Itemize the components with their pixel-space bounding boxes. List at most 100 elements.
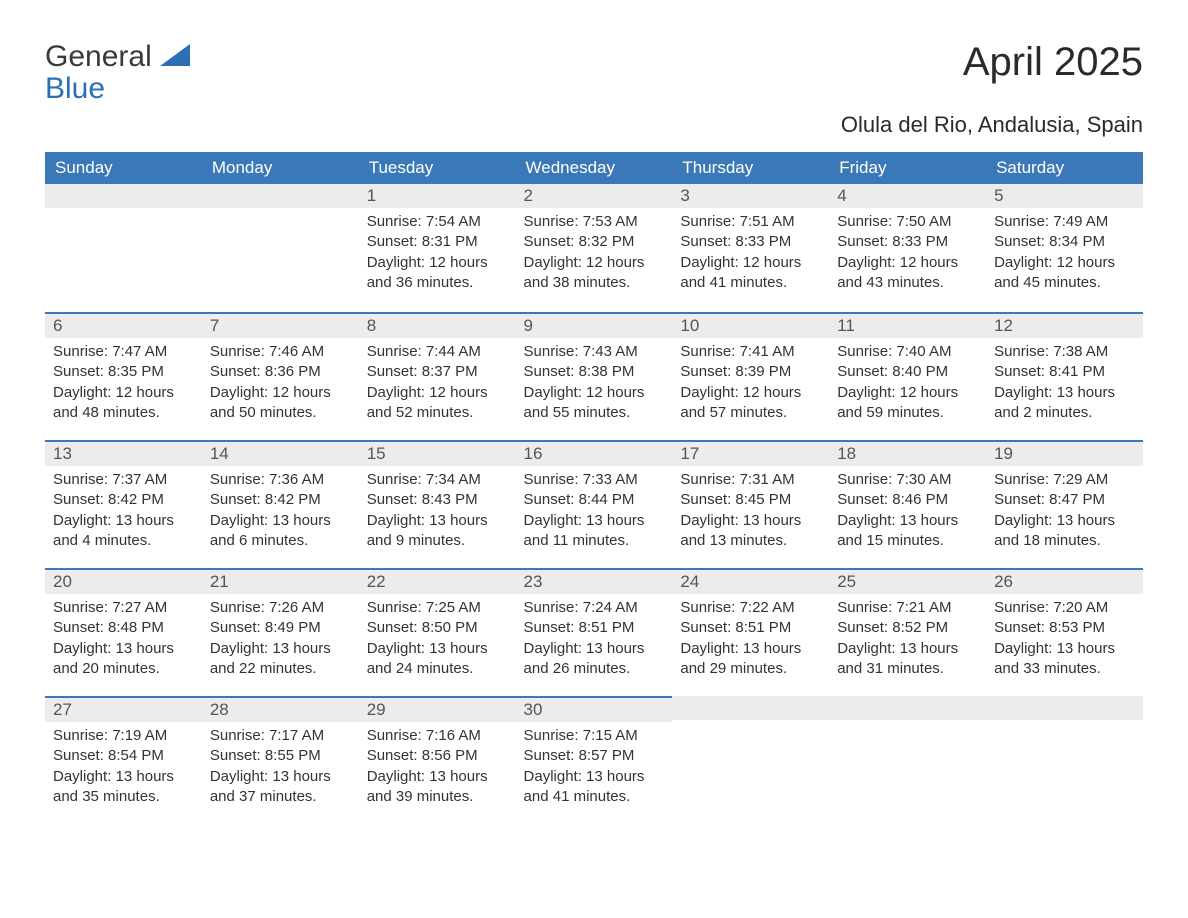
daylight-line: Daylight: 13 hours and 29 minutes.	[680, 639, 821, 680]
day-header: Tuesday	[359, 152, 516, 184]
daylight-line: Daylight: 13 hours and 33 minutes.	[994, 639, 1135, 680]
daylight-line: Daylight: 13 hours and 9 minutes.	[367, 511, 508, 552]
calendar-week: 13Sunrise: 7:37 AMSunset: 8:42 PMDayligh…	[45, 440, 1143, 568]
sunset-line: Sunset: 8:44 PM	[524, 490, 665, 510]
day-details: Sunrise: 7:46 AMSunset: 8:36 PMDaylight:…	[202, 338, 359, 429]
daylight-line: Daylight: 13 hours and 22 minutes.	[210, 639, 351, 680]
daylight-line: Daylight: 12 hours and 36 minutes.	[367, 253, 508, 294]
calendar-week: 6Sunrise: 7:47 AMSunset: 8:35 PMDaylight…	[45, 312, 1143, 440]
day-details: Sunrise: 7:21 AMSunset: 8:52 PMDaylight:…	[829, 594, 986, 685]
day-details: Sunrise: 7:24 AMSunset: 8:51 PMDaylight:…	[516, 594, 673, 685]
sunset-line: Sunset: 8:45 PM	[680, 490, 821, 510]
day-details: Sunrise: 7:51 AMSunset: 8:33 PMDaylight:…	[672, 208, 829, 299]
sunset-line: Sunset: 8:50 PM	[367, 618, 508, 638]
sunset-line: Sunset: 8:36 PM	[210, 362, 351, 382]
sunrise-line: Sunrise: 7:29 AM	[994, 470, 1135, 490]
day-details: Sunrise: 7:31 AMSunset: 8:45 PMDaylight:…	[672, 466, 829, 557]
sunrise-line: Sunrise: 7:54 AM	[367, 212, 508, 232]
sunset-line: Sunset: 8:42 PM	[210, 490, 351, 510]
sunrise-line: Sunrise: 7:16 AM	[367, 726, 508, 746]
daylight-line: Daylight: 13 hours and 39 minutes.	[367, 767, 508, 808]
sunrise-line: Sunrise: 7:19 AM	[53, 726, 194, 746]
sunrise-line: Sunrise: 7:21 AM	[837, 598, 978, 618]
sunrise-line: Sunrise: 7:34 AM	[367, 470, 508, 490]
day-details	[45, 208, 202, 298]
sunset-line: Sunset: 8:47 PM	[994, 490, 1135, 510]
sunset-line: Sunset: 8:46 PM	[837, 490, 978, 510]
sunrise-line: Sunrise: 7:30 AM	[837, 470, 978, 490]
sunset-line: Sunset: 8:55 PM	[210, 746, 351, 766]
sunrise-line: Sunrise: 7:17 AM	[210, 726, 351, 746]
daylight-line: Daylight: 13 hours and 41 minutes.	[524, 767, 665, 808]
logo-text: General Blue	[45, 40, 190, 104]
sunrise-line: Sunrise: 7:40 AM	[837, 342, 978, 362]
day-number: 6	[45, 312, 202, 338]
day-number: 4	[829, 184, 986, 208]
day-header: Wednesday	[516, 152, 673, 184]
day-details	[829, 720, 986, 810]
daylight-line: Daylight: 13 hours and 2 minutes.	[994, 383, 1135, 424]
day-details: Sunrise: 7:15 AMSunset: 8:57 PMDaylight:…	[516, 722, 673, 813]
daylight-line: Daylight: 13 hours and 31 minutes.	[837, 639, 978, 680]
daylight-line: Daylight: 12 hours and 57 minutes.	[680, 383, 821, 424]
day-number: 11	[829, 312, 986, 338]
calendar-cell: 11Sunrise: 7:40 AMSunset: 8:40 PMDayligh…	[829, 312, 986, 440]
calendar-cell: 23Sunrise: 7:24 AMSunset: 8:51 PMDayligh…	[516, 568, 673, 696]
day-details: Sunrise: 7:44 AMSunset: 8:37 PMDaylight:…	[359, 338, 516, 429]
calendar-cell: 13Sunrise: 7:37 AMSunset: 8:42 PMDayligh…	[45, 440, 202, 568]
sunset-line: Sunset: 8:56 PM	[367, 746, 508, 766]
sunrise-line: Sunrise: 7:31 AM	[680, 470, 821, 490]
sunset-line: Sunset: 8:38 PM	[524, 362, 665, 382]
day-details: Sunrise: 7:38 AMSunset: 8:41 PMDaylight:…	[986, 338, 1143, 429]
day-number: 2	[516, 184, 673, 208]
calendar-cell: 15Sunrise: 7:34 AMSunset: 8:43 PMDayligh…	[359, 440, 516, 568]
sunset-line: Sunset: 8:54 PM	[53, 746, 194, 766]
calendar-cell: 5Sunrise: 7:49 AMSunset: 8:34 PMDaylight…	[986, 184, 1143, 312]
day-number: 22	[359, 568, 516, 594]
calendar-cell: 20Sunrise: 7:27 AMSunset: 8:48 PMDayligh…	[45, 568, 202, 696]
day-details: Sunrise: 7:43 AMSunset: 8:38 PMDaylight:…	[516, 338, 673, 429]
sunrise-line: Sunrise: 7:26 AM	[210, 598, 351, 618]
day-details: Sunrise: 7:37 AMSunset: 8:42 PMDaylight:…	[45, 466, 202, 557]
day-number: 16	[516, 440, 673, 466]
daylight-line: Daylight: 13 hours and 35 minutes.	[53, 767, 194, 808]
location-subtitle: Olula del Rio, Andalusia, Spain	[45, 112, 1143, 138]
sunrise-line: Sunrise: 7:50 AM	[837, 212, 978, 232]
sunset-line: Sunset: 8:53 PM	[994, 618, 1135, 638]
calendar-cell: 22Sunrise: 7:25 AMSunset: 8:50 PMDayligh…	[359, 568, 516, 696]
day-number	[672, 696, 829, 720]
sunrise-line: Sunrise: 7:44 AM	[367, 342, 508, 362]
sunset-line: Sunset: 8:57 PM	[524, 746, 665, 766]
calendar-cell: 10Sunrise: 7:41 AMSunset: 8:39 PMDayligh…	[672, 312, 829, 440]
day-number: 5	[986, 184, 1143, 208]
sunrise-line: Sunrise: 7:43 AM	[524, 342, 665, 362]
sunset-line: Sunset: 8:33 PM	[680, 232, 821, 252]
calendar-table: SundayMondayTuesdayWednesdayThursdayFrid…	[45, 152, 1143, 824]
day-number: 18	[829, 440, 986, 466]
calendar-cell: 3Sunrise: 7:51 AMSunset: 8:33 PMDaylight…	[672, 184, 829, 312]
daylight-line: Daylight: 13 hours and 4 minutes.	[53, 511, 194, 552]
daylight-line: Daylight: 12 hours and 52 minutes.	[367, 383, 508, 424]
logo-flag-icon	[160, 44, 190, 66]
calendar-cell: 12Sunrise: 7:38 AMSunset: 8:41 PMDayligh…	[986, 312, 1143, 440]
day-details: Sunrise: 7:19 AMSunset: 8:54 PMDaylight:…	[45, 722, 202, 813]
sunrise-line: Sunrise: 7:41 AM	[680, 342, 821, 362]
day-header: Saturday	[986, 152, 1143, 184]
day-details: Sunrise: 7:41 AMSunset: 8:39 PMDaylight:…	[672, 338, 829, 429]
calendar-cell: 2Sunrise: 7:53 AMSunset: 8:32 PMDaylight…	[516, 184, 673, 312]
sunset-line: Sunset: 8:43 PM	[367, 490, 508, 510]
day-number: 12	[986, 312, 1143, 338]
day-details: Sunrise: 7:53 AMSunset: 8:32 PMDaylight:…	[516, 208, 673, 299]
day-number: 30	[516, 696, 673, 722]
calendar-cell: 19Sunrise: 7:29 AMSunset: 8:47 PMDayligh…	[986, 440, 1143, 568]
day-details: Sunrise: 7:33 AMSunset: 8:44 PMDaylight:…	[516, 466, 673, 557]
sunset-line: Sunset: 8:42 PM	[53, 490, 194, 510]
day-number: 24	[672, 568, 829, 594]
sunset-line: Sunset: 8:40 PM	[837, 362, 978, 382]
calendar-cell: 21Sunrise: 7:26 AMSunset: 8:49 PMDayligh…	[202, 568, 359, 696]
calendar-cell: 14Sunrise: 7:36 AMSunset: 8:42 PMDayligh…	[202, 440, 359, 568]
day-header: Monday	[202, 152, 359, 184]
day-details: Sunrise: 7:26 AMSunset: 8:49 PMDaylight:…	[202, 594, 359, 685]
daylight-line: Daylight: 13 hours and 37 minutes.	[210, 767, 351, 808]
day-header: Thursday	[672, 152, 829, 184]
